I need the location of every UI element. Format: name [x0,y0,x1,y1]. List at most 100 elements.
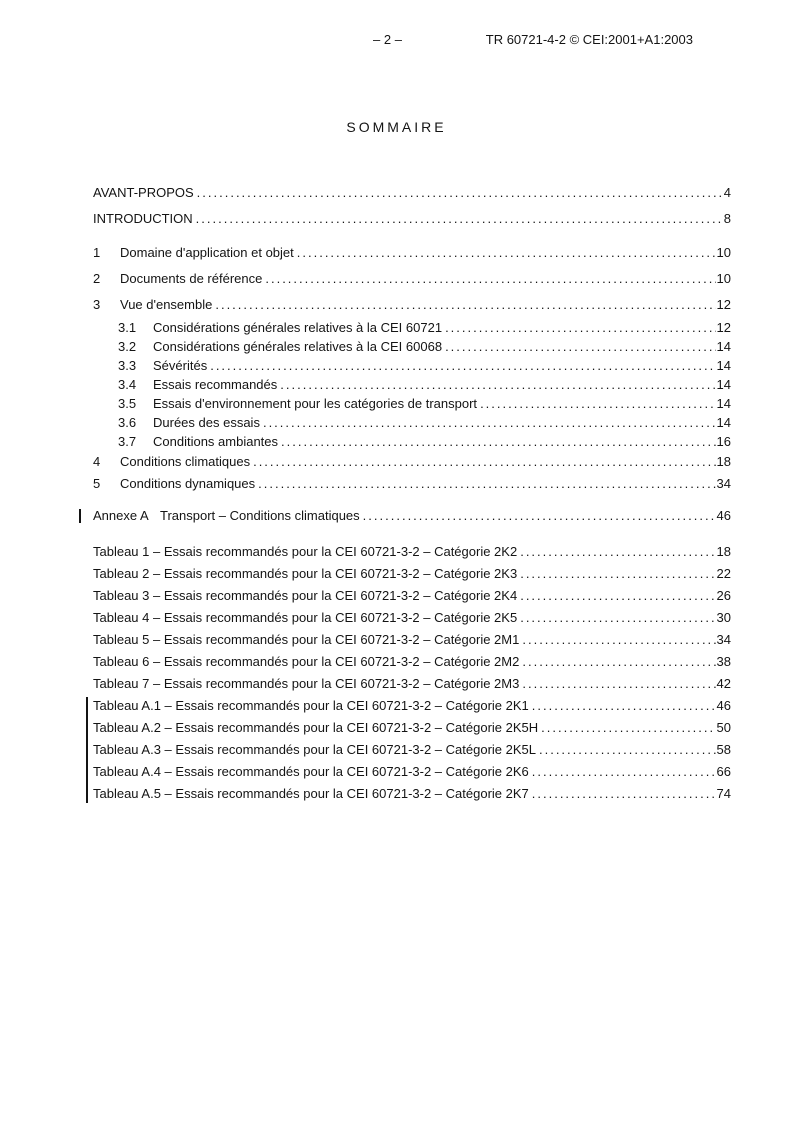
toc-dot-leader [520,607,715,629]
toc-dot-leader [197,180,723,206]
toc-entry-page: 14 [716,377,731,392]
toc-entry-number: 3.1 [118,320,137,335]
toc-dot-leader [265,266,715,292]
toc-entry-label: Tableau A.3 – Essais recommandés pour la… [93,742,536,757]
toc-entry-label: Tableau 2 – Essais recommandés pour la C… [93,566,518,581]
toc-entry-label: Transport – Conditions climatiques [160,508,360,523]
toc-entry-label: Considérations générales relatives à la … [153,339,443,354]
toc-entry-page: 74 [716,786,731,801]
toc-entry: 3.2 Considérations générales relatives à… [93,337,731,356]
toc-entry-page: 18 [716,454,731,469]
page-header: – 2 – TR 60721-4-2 © CEI:2001+A1:2003 [0,33,793,49]
toc-entry-label: Tableau 6 – Essais recommandés pour la C… [93,654,520,669]
toc-entry-label: Tableau A.4 – Essais recommandés pour la… [93,764,529,779]
toc-entry-label: Durées des essais [153,415,260,430]
toc-entry-number: 3.7 [118,434,137,449]
toc-entry-label: AVANT-PROPOS [93,185,194,200]
toc-dot-leader [253,451,715,473]
toc-dot-leader [541,717,715,739]
toc-entry-number: 3.2 [118,339,137,354]
toc-entry-label: Vue d'ensemble [120,297,213,312]
toc-entry-label: Essais recommandés [153,377,278,392]
toc-entry-annex: Annexe A Transport – Conditions climatiq… [79,505,731,527]
toc-entry: 3.4 Essais recommandés 14 [93,375,731,394]
toc-dot-leader [532,761,716,783]
toc-entry: Tableau 3 – Essais recommandés pour la C… [93,585,731,607]
toc-entry: 3 Vue d'ensemble 12 [93,292,731,318]
toc-dot-leader [210,356,715,375]
toc-entry-page: 14 [716,396,731,411]
toc-entry: Tableau 5 – Essais recommandés pour la C… [93,629,731,651]
toc-entry-label: Tableau 1 – Essais recommandés pour la C… [93,544,518,559]
toc-entry: INTRODUCTION 8 [93,206,731,232]
toc-entry-label: Essais d'environnement pour les catégori… [153,396,478,411]
toc-entry-label: Conditions ambiantes [153,434,279,449]
toc-dot-leader [532,783,716,805]
toc-entry-page: 42 [716,676,731,691]
toc-entry-label: Conditions climatiques [120,454,251,469]
revision-marked-group: Tableau A.1 – Essais recommandés pour la… [86,695,731,805]
toc-entry-page: 12 [716,320,731,335]
toc-entry-number: 3.6 [118,415,137,430]
toc-entry-page: 46 [716,508,731,523]
toc-dot-leader [196,206,723,232]
toc-entry: Tableau 2 – Essais recommandés pour la C… [93,563,731,585]
toc-entry-number: 1 [93,245,101,260]
toc-entry-number: 4 [93,454,101,469]
toc-entry: 5 Conditions dynamiques 34 [93,473,731,495]
toc-entry-number: 3 [93,297,101,312]
toc-entry-page: 14 [716,358,731,373]
toc-entry: 4 Conditions climatiques 18 [93,451,731,473]
header-doc-ref: TR 60721-4-2 © CEI:2001+A1:2003 [485,32,693,47]
toc-entry-label: Tableau 3 – Essais recommandés pour la C… [93,588,518,603]
toc-entry-label: Tableau A.5 – Essais recommandés pour la… [93,786,529,801]
revision-bar [79,509,81,523]
toc-dot-leader [258,473,715,495]
toc-dot-leader [280,375,715,394]
toc-front-matter: AVANT-PROPOS 4 INTRODUCTION 8 [93,180,731,232]
toc-entry-number: 3.3 [118,358,137,373]
toc-entry: 2 Documents de référence 10 [93,266,731,292]
toc-entry-label: Domaine d'application et objet [120,245,294,260]
toc-dot-leader [263,413,716,432]
toc-dot-leader [522,673,715,695]
toc-entry-page: 34 [716,632,731,647]
toc-entry-page: 10 [716,271,731,286]
toc-entry-page: 12 [716,297,731,312]
toc-entry: Tableau A.2 – Essais recommandés pour la… [93,717,731,739]
toc-entry-page: 50 [716,720,731,735]
toc-dot-leader [363,505,716,527]
toc-entry-label: INTRODUCTION [93,211,193,226]
toc-entry-page: 34 [716,476,731,491]
toc-entry: Tableau 6 – Essais recommandés pour la C… [93,651,731,673]
toc-tables-list: Tableau 1 – Essais recommandés pour la C… [86,541,731,805]
toc-entry-page: 14 [716,415,731,430]
toc-entry: Tableau A.5 – Essais recommandés pour la… [93,783,731,805]
toc-entry-number: 3.4 [118,377,137,392]
toc-entry-page: 26 [716,588,731,603]
toc-entry: 3.5 Essais d'environnement pour les caté… [93,394,731,413]
toc-entry-label: Considérations générales relatives à la … [153,320,443,335]
toc-dot-leader [480,394,715,413]
toc-dot-leader [520,563,715,585]
toc-entry-label: Sévérités [153,358,208,373]
toc-dot-leader [445,318,715,337]
toc-dot-leader [520,541,715,563]
toc-entry: Tableau 4 – Essais recommandés pour la C… [93,607,731,629]
toc-dot-leader [539,739,716,761]
toc-entry-page: 16 [716,434,731,449]
toc-entry-page: 14 [716,339,731,354]
toc-entry: Tableau A.1 – Essais recommandés pour la… [93,695,731,717]
toc-entry: 3.1 Considérations générales relatives à… [93,318,731,337]
toc-entry-page: 8 [723,211,731,226]
toc-entry: AVANT-PROPOS 4 [93,180,731,206]
toc-entry-page: 46 [716,698,731,713]
toc-entry-page: 58 [716,742,731,757]
toc-entry: 1 Domaine d'application et objet 10 [93,240,731,266]
toc-entry: 3.6 Durées des essais 14 [93,413,731,432]
toc-sections: 1 Domaine d'application et objet 10 2 Do… [93,240,731,495]
toc-entry: Tableau A.3 – Essais recommandés pour la… [93,739,731,761]
toc-entry-page: 18 [716,544,731,559]
toc-entry-label: Documents de référence [120,271,263,286]
toc-entry-page: 22 [716,566,731,581]
